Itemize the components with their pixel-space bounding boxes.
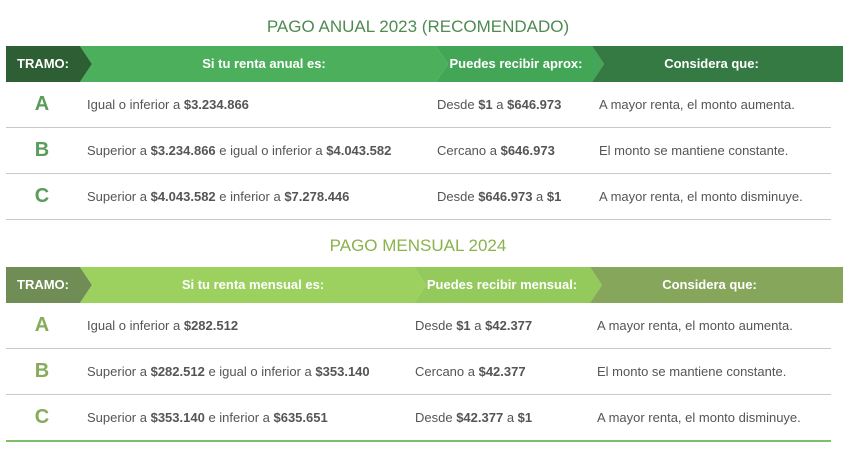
header-renta-mensual: Si tu renta mensual es:: [181, 277, 325, 292]
tramo-letter: B: [34, 139, 50, 161]
table-row: B Superior a $282.512 e igual o inferior …: [6, 349, 831, 395]
renta-cell: Igual o inferior a $282.512: [87, 318, 239, 333]
recibir-cell: Cercano a $646.973: [437, 143, 555, 158]
renta-cell: Superior a $4.043.582 e inferior a $7.27…: [87, 189, 350, 204]
header-tramo: TRAMO:: [17, 56, 69, 71]
considera-cell: El monto se mantiene constante.: [599, 143, 789, 158]
considera-cell: A mayor renta, el monto disminuye.: [599, 189, 803, 204]
considera-cell: A mayor renta, el monto aumenta.: [597, 318, 793, 333]
recibir-cell: Desde $1 a $42.377: [415, 318, 533, 333]
renta-cell: Superior a $353.140 e inferior a $635.65…: [87, 410, 328, 425]
renta-cell: Igual o inferior a $3.234.866: [87, 97, 249, 112]
header-recibir-mensual: Puedes recibir mensual:: [426, 277, 578, 292]
recibir-cell: Desde $646.973 a $1: [437, 189, 562, 204]
recibir-cell: Desde $42.377 a $1: [415, 410, 533, 425]
annual-header-ribbon: [6, 46, 843, 82]
monthly-table-header: TRAMO: Si tu renta mensual es: Puedes re…: [6, 267, 843, 303]
tramo-letter: A: [34, 93, 50, 115]
annual-table-title: PAGO ANUAL 2023 (RECOMENDADO): [266, 17, 570, 36]
tramo-letter: C: [34, 406, 50, 428]
table-row: C Superior a $4.043.582 e inferior a $7.2…: [6, 174, 831, 220]
header-renta-anual: Si tu renta anual es:: [202, 56, 326, 71]
recibir-cell: Cercano a $42.377: [415, 364, 526, 379]
considera-cell: A mayor renta, el monto disminuye.: [597, 410, 801, 425]
renta-cell: Superior a $3.234.866 e igual o inferior…: [87, 143, 392, 158]
considera-cell: El monto se mantiene constante.: [597, 364, 787, 379]
monthly-header-ribbon: [6, 267, 843, 303]
considera-cell: A mayor renta, el monto aumenta.: [599, 97, 795, 112]
table-row: A Igual o inferior a $3.234.866 Desde $1 a…: [6, 82, 831, 128]
annual-table-header: TRAMO: Si tu renta anual es: Puedes reci…: [6, 46, 843, 82]
header-recibir-aprox: Puedes recibir aprox:: [449, 56, 583, 71]
tramo-letter: B: [34, 360, 50, 382]
tramo-letter: A: [34, 314, 50, 336]
table-row: B Superior a $3.234.866 e igual o inferio…: [6, 128, 831, 174]
header-considera-mensual: Considera que:: [662, 277, 757, 292]
table-row: A Igual o inferior a $282.512 Desde $1 a $…: [6, 303, 831, 349]
header-tramo-mensual: TRAMO:: [17, 277, 69, 292]
monthly-table-title: PAGO MENSUAL 2024: [329, 236, 507, 255]
recibir-cell: Desde $1 a $646.973: [437, 97, 562, 112]
table-row: C Superior a $353.140 e inferior a $635.6…: [6, 395, 831, 442]
header-considera: Considera que:: [664, 56, 759, 71]
tramo-letter: C: [34, 185, 50, 207]
renta-cell: Superior a $282.512 e igual o inferior a…: [87, 364, 370, 379]
